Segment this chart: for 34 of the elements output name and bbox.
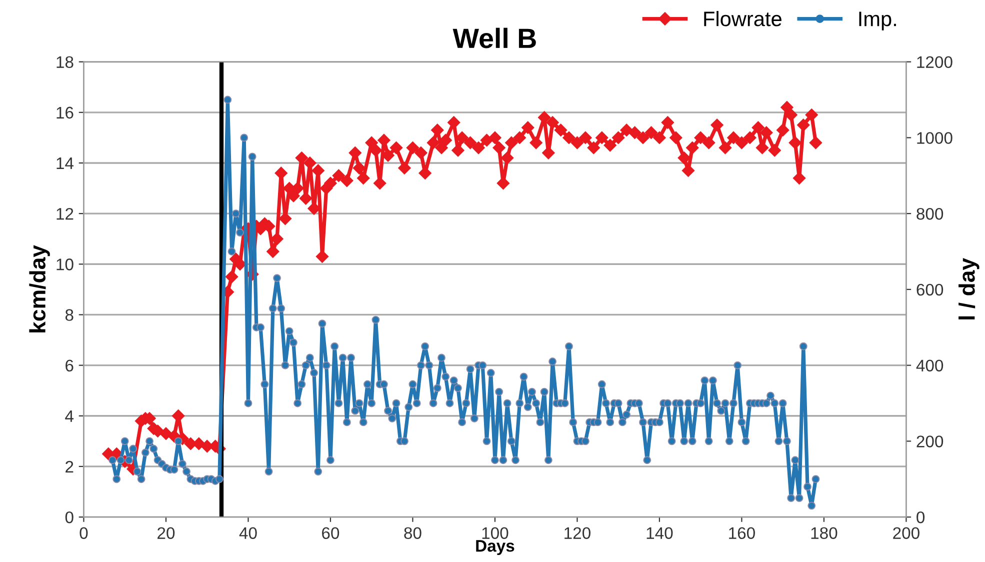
x-tick-label: 40: [239, 527, 257, 540]
x-tick-label: 200: [893, 527, 920, 540]
x-tick-label: 80: [404, 527, 422, 540]
legend-label: Flowrate: [704, 10, 782, 26]
x-tick-label: 160: [729, 527, 755, 540]
x-tick-label: 20: [158, 527, 175, 540]
legend-label: Imp.: [859, 12, 896, 30]
y2-axis-title: l / day: [958, 258, 980, 320]
y2-tick-label: 200: [916, 436, 944, 448]
y-tick-label: 10: [56, 258, 74, 270]
y-tick-label: 8: [65, 309, 74, 321]
x-tick-label: 180: [811, 527, 838, 540]
y2-tick-label: 400: [916, 360, 944, 372]
y2-tick-label: 600: [916, 284, 944, 296]
y-tick-label: 2: [66, 460, 74, 472]
y2-tick-label: 0: [916, 511, 925, 524]
y-tick-label: 16: [56, 106, 74, 119]
y-tick-label: 14: [56, 158, 74, 170]
x-axis-title: Days: [476, 540, 514, 556]
y2-tick-label: 800: [916, 208, 944, 220]
y-tick-label: 18: [56, 56, 74, 68]
chart-title: Well B: [452, 28, 536, 48]
x-tick-label: 140: [646, 527, 673, 540]
y-tick-label: 6: [66, 360, 74, 372]
x-tick-label: 100: [482, 527, 508, 540]
y2-tick-label: 1200: [917, 56, 952, 68]
x-tick-label: 120: [564, 527, 590, 540]
x-tick-label: 60: [322, 527, 340, 540]
y-axis-title: kcm/day: [29, 245, 50, 332]
y2-tick-label: 1000: [917, 132, 952, 144]
y-tick-label: 4: [65, 410, 74, 422]
y-tick-label: 12: [56, 208, 74, 220]
x-tick-label: 0: [80, 527, 88, 540]
y-tick-label: 0: [65, 511, 74, 524]
